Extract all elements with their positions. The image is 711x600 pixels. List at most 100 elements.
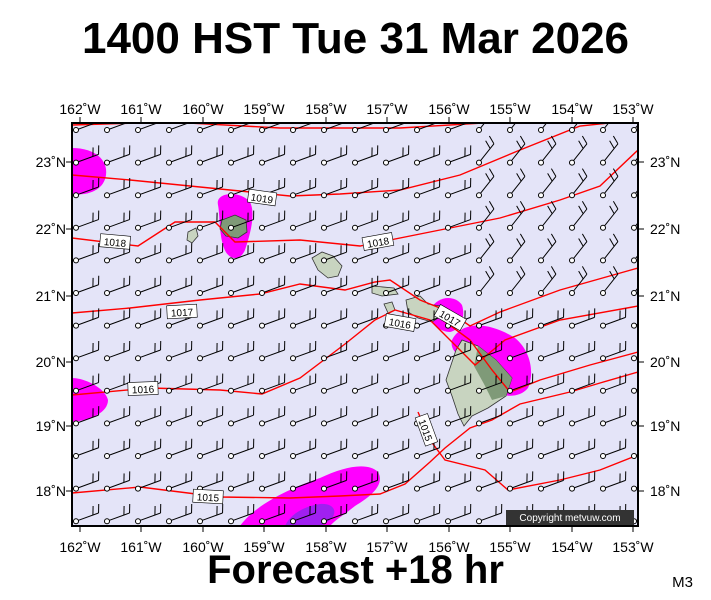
wind-barb: [197, 340, 224, 362]
wind-barb: [476, 123, 486, 133]
wind-barb: [104, 503, 131, 525]
wind-barb: [383, 340, 410, 362]
wind-barb: [135, 308, 162, 329]
lat-label-right: 23˚N: [650, 154, 680, 170]
wind-barb: [414, 471, 441, 492]
wind-barb: [445, 471, 472, 492]
wind-barb: [445, 406, 472, 427]
wind-barb: [507, 233, 526, 264]
wind-barb: [383, 177, 410, 199]
isobar-label-1016-west: 1016: [132, 385, 155, 397]
wind-barb: [600, 373, 627, 394]
wind-barb: [290, 177, 317, 199]
wind-barb: [197, 503, 224, 525]
island-niihau: [186, 227, 199, 244]
isobar-1019: [72, 123, 616, 197]
wind-barb: [259, 308, 286, 329]
lon-label-bottom: 155˚W: [489, 539, 531, 555]
wind-barb: [290, 438, 317, 459]
lon-label-bottom: 160˚W: [182, 539, 224, 555]
wind-barb: [321, 406, 348, 427]
wind-barb: [383, 503, 410, 525]
wind-barb: [321, 275, 348, 296]
map-frame: [71, 122, 639, 527]
wind-barb: [600, 308, 627, 329]
wind-barb: [445, 373, 472, 394]
wind-barb: [569, 200, 588, 231]
wind-barb: [352, 123, 376, 133]
lat-label-right: 22˚N: [650, 221, 680, 237]
lat-label-left: 19˚N: [36, 418, 66, 434]
wind-barb: [259, 275, 286, 296]
wind-barb: [569, 340, 596, 362]
wind-barb: [228, 177, 255, 199]
wind-barb: [321, 373, 348, 394]
wind-barb: [383, 210, 410, 231]
wind-barb: [445, 243, 472, 264]
wind-barb: [228, 145, 255, 166]
copyright-box: [506, 510, 634, 525]
wind-barb: [476, 438, 503, 459]
wind-barb: [228, 471, 255, 492]
wind-barb: [507, 168, 526, 199]
island-oahu: [311, 251, 343, 279]
wind-barb: [73, 145, 100, 166]
lon-label-top: 162˚W: [59, 101, 101, 117]
wind-barb: [414, 275, 441, 296]
lat-label-left: 20˚N: [36, 354, 66, 370]
wind-barb: [135, 406, 162, 427]
lon-label-bottom: 159˚W: [243, 539, 285, 555]
wind-barb: [321, 503, 348, 525]
wind-barb: [600, 438, 627, 459]
isobar-labels: 1019 1018 1018 1017 1017 1016: [99, 188, 467, 505]
wind-barb: [197, 275, 224, 296]
wind-barb: [352, 308, 379, 329]
lon-label-bottom: 156˚W: [428, 539, 470, 555]
wind-barb: [73, 471, 100, 492]
wind-barb: [507, 438, 534, 459]
wind-barb: [507, 308, 534, 329]
wind-barb: [73, 210, 100, 231]
wind-barb: [569, 233, 588, 264]
model-label: M3: [672, 574, 693, 591]
isobar-label-1017-west: 1017: [171, 307, 194, 319]
wind-barb: [445, 177, 472, 199]
wind-barb: [631, 287, 638, 296]
wind-barb: [166, 438, 193, 459]
wind-barb: [383, 471, 410, 492]
wind-barb: [569, 168, 588, 199]
forecast-label: Forecast +18 hr: [207, 548, 504, 592]
wind-barb: [538, 233, 557, 264]
wind-barb: [507, 135, 526, 166]
copyright-text: Copyright metvuw.com: [519, 513, 620, 524]
lon-label-bottom: 153˚W: [612, 539, 654, 555]
wind-barb: [321, 177, 348, 199]
lat-labels-left: 23˚N 22˚N 21˚N 20˚N 19˚N 18˚N: [36, 154, 66, 499]
wind-barb: [166, 145, 193, 166]
wind-barb: [352, 406, 379, 427]
wind-barb: [414, 503, 441, 525]
wind-barb: [476, 135, 495, 166]
wind-barb: [135, 340, 162, 362]
wind-barb: [135, 503, 162, 525]
wind-barb: [569, 438, 596, 459]
wind-barb: [104, 471, 131, 492]
wind-barb: [383, 145, 410, 166]
wind-barb: [352, 145, 379, 166]
lon-label-top: 153˚W: [612, 101, 654, 117]
wind-barb: [228, 210, 255, 231]
wind-barb: [352, 177, 379, 199]
lon-label-top: 158˚W: [305, 101, 347, 117]
wind-barb: [166, 177, 193, 199]
wind-barb: [197, 145, 224, 166]
wind-barb: [259, 471, 286, 492]
wind-barb: [414, 177, 441, 199]
lat-label-right: 19˚N: [650, 418, 680, 434]
wind-barb: [476, 471, 503, 492]
wind-barb: [135, 275, 162, 296]
wind-barb: [631, 156, 638, 166]
wind-barb: [104, 210, 131, 231]
wind-barb: [476, 503, 503, 525]
wind-barb: [538, 438, 565, 459]
wind-barb: [73, 243, 100, 264]
